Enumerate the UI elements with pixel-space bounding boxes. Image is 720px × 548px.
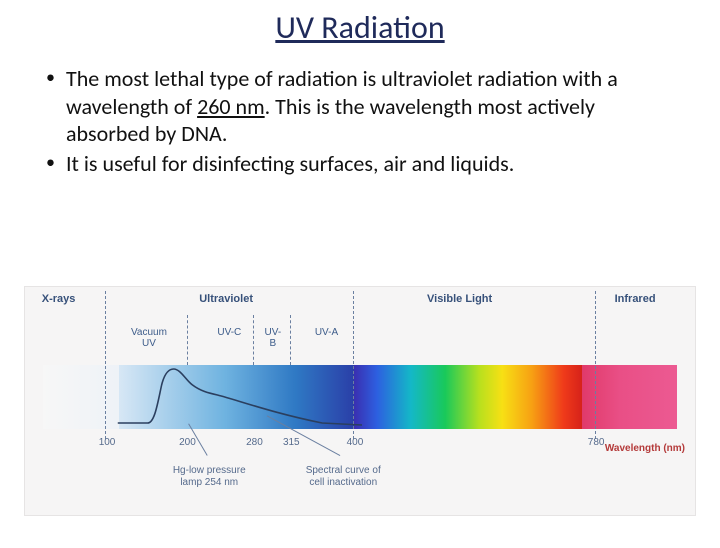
divider-line	[105, 291, 106, 439]
bullet-item: • It is useful for disinfecting surfaces…	[44, 150, 682, 178]
spectrum-bar	[43, 365, 677, 429]
sub-divider-line	[253, 315, 254, 365]
sub-divider-line	[290, 315, 291, 365]
axis-tick: 315	[283, 437, 300, 448]
bullet-marker: •	[44, 65, 66, 89]
axis-tick: 200	[179, 437, 196, 448]
band-label: X-rays	[42, 293, 76, 305]
sub-divider-line	[187, 315, 188, 365]
spectrum-segment	[119, 365, 354, 429]
spectrum-segment	[354, 365, 582, 429]
band-label: Infrared	[615, 293, 656, 305]
sub-band-label: UV-A	[300, 327, 354, 338]
bullet-list: • The most lethal type of radiation is u…	[0, 65, 720, 177]
divider-line	[595, 291, 596, 439]
axis-tick: 400	[347, 437, 364, 448]
sub-band-label: UV- B	[256, 327, 290, 349]
annotation-label: Hg-low pressure lamp 254 nm	[156, 465, 263, 488]
annotation-label: Spectral curve of cell inactivation	[283, 465, 404, 488]
spectrum-segment	[582, 365, 677, 429]
bullet-text: It is useful for disinfecting surfaces, …	[66, 150, 682, 178]
spectrum-segment	[43, 365, 119, 429]
spectrum-diagram: Wavelength (nm) X-rays Ultraviolet Visible…	[24, 286, 696, 516]
axis-tick: 280	[246, 437, 263, 448]
diagram-canvas: Wavelength (nm) X-rays Ultraviolet Visible…	[24, 286, 696, 516]
bullet-text: The most lethal type of radiation is ult…	[66, 65, 682, 148]
divider-line	[353, 291, 354, 439]
bullet-item: • The most lethal type of radiation is u…	[44, 65, 682, 148]
bullet-pre: It is useful for disinfecting surfaces, …	[66, 150, 514, 177]
band-label: Visible Light	[427, 293, 492, 305]
bullet-underline: 260 nm	[197, 93, 265, 120]
band-label: Ultraviolet	[199, 293, 253, 305]
sub-band-label: UV-C	[206, 327, 253, 338]
page-title: UV Radiation	[0, 8, 720, 47]
bullet-marker: •	[44, 150, 66, 174]
sub-band-label: Vacuum UV	[122, 327, 176, 349]
axis-tick: 100	[99, 437, 116, 448]
axis-tick: 780	[588, 437, 605, 448]
wavelength-caption: Wavelength (nm)	[605, 443, 685, 454]
